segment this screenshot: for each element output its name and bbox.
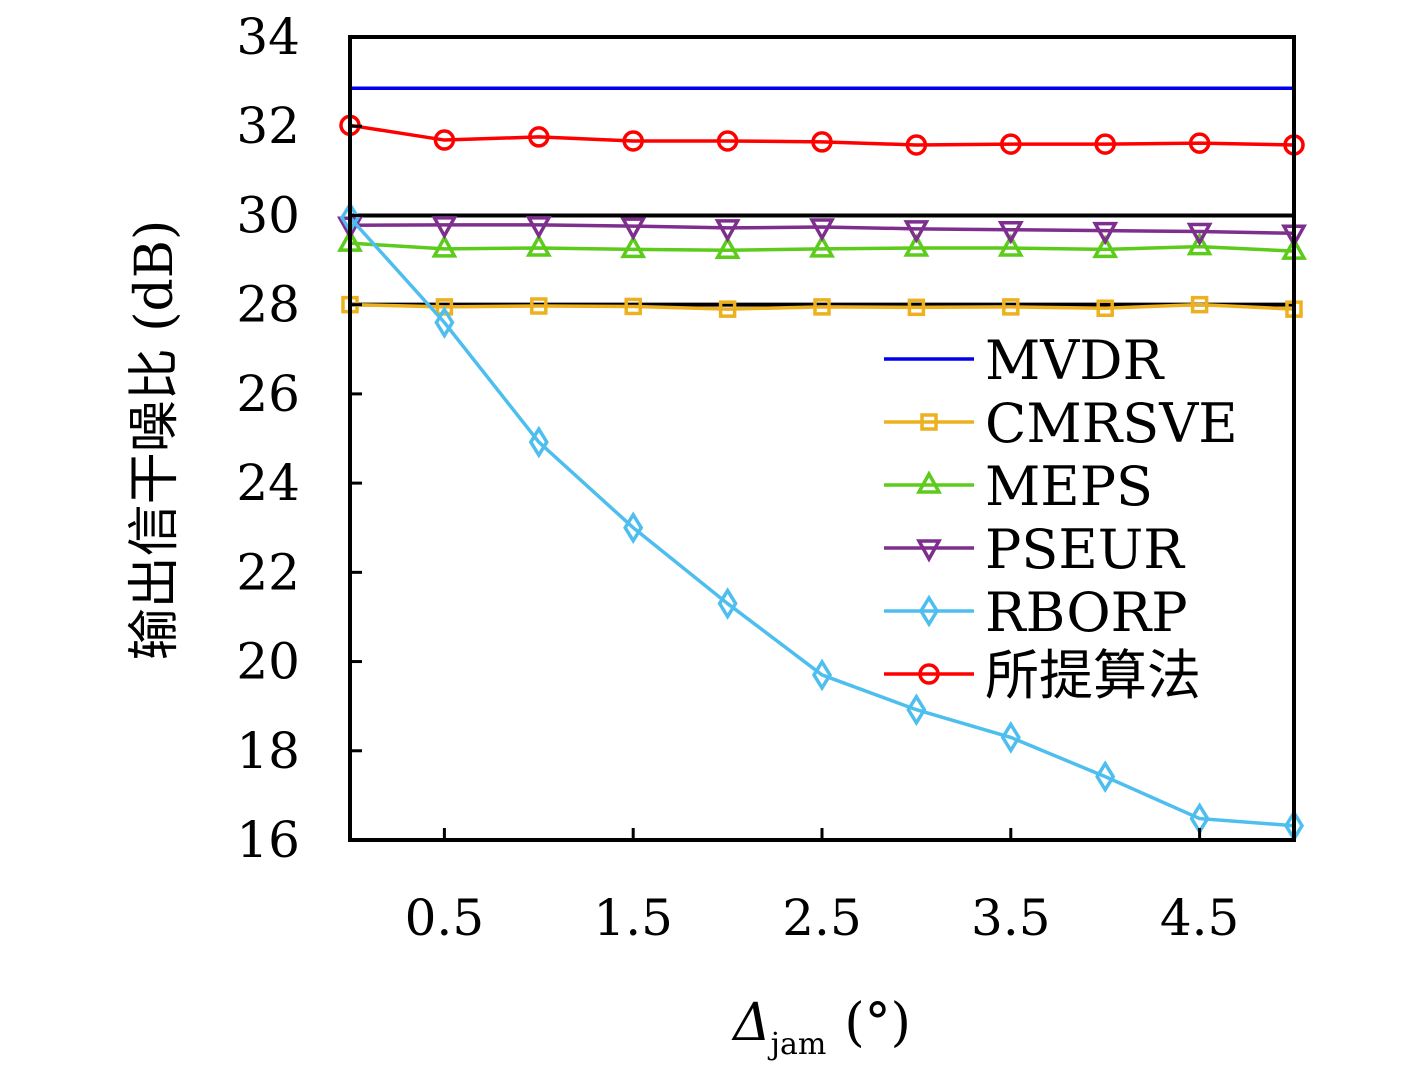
marker-circle (716, 130, 739, 152)
marker-circle (905, 134, 928, 156)
marker-diamond (1000, 721, 1021, 754)
marker-circle (1094, 133, 1116, 155)
marker-square (1190, 295, 1209, 314)
y-tick-label: 20 (236, 633, 300, 691)
marker-square (813, 298, 831, 316)
marker-triangle-up (809, 234, 835, 258)
y-tick-label: 30 (236, 186, 300, 244)
legend-label: PSEUR (985, 518, 1185, 581)
marker-diamond (434, 306, 455, 339)
y-tick-label: 26 (236, 365, 300, 423)
series-PSEUR (337, 216, 1307, 248)
legend-label: MVDR (985, 329, 1165, 392)
marker-triangle-down (1186, 222, 1213, 247)
marker-triangle-down (714, 219, 741, 243)
legend-item: RBORP (884, 581, 1188, 644)
marker-diamond (906, 693, 927, 727)
x-axis-ticks: 0.5 1.5 2.5 3.5 4.5 (405, 828, 1240, 947)
marker-diamond (623, 511, 644, 545)
series-line (349, 302, 1295, 311)
marker-triangle-up (997, 233, 1024, 257)
series-line (349, 241, 1295, 253)
series-CMRSVE (341, 295, 1303, 318)
marker-square (907, 298, 926, 317)
y-tick-label: 32 (236, 97, 300, 155)
marker-circle (622, 130, 644, 152)
marker-square (920, 413, 938, 431)
marker-triangle-down (1092, 221, 1119, 246)
marker-triangle-up (916, 470, 942, 494)
marker-circle (918, 663, 940, 685)
legend-label: 所提算法 (985, 644, 1201, 707)
legend-item: PSEUR (884, 518, 1185, 581)
x-axis-label-symbol: Δ (731, 993, 771, 1053)
marker-triangle-up (1186, 232, 1213, 256)
series-line (349, 123, 1295, 147)
series-MEPS (337, 228, 1307, 260)
legend-item: MEPS (884, 455, 1153, 518)
series-RBORP (339, 201, 1305, 843)
marker-triangle-down (916, 539, 942, 563)
marker-triangle-up (525, 233, 552, 257)
marker-square (530, 297, 548, 315)
marker-triangle-up (1092, 234, 1119, 259)
x-axis-label-unit: (°) (844, 993, 911, 1053)
marker-circle (528, 126, 550, 148)
marker-diamond (918, 594, 940, 628)
marker-triangle-up (903, 233, 930, 257)
marker-triangle-down (997, 220, 1024, 245)
y-tick-label: 24 (236, 454, 300, 512)
x-tick-label: 2.5 (782, 889, 862, 947)
x-tick-label: 3.5 (971, 889, 1051, 947)
x-axis-label: Δjam (°) (731, 993, 911, 1062)
x-tick-label: 4.5 (1160, 889, 1240, 947)
marker-triangle-down (431, 216, 458, 240)
marker-square (1002, 298, 1020, 316)
marker-triangle-up (714, 235, 741, 259)
y-tick-label: 16 (236, 811, 300, 869)
marker-diamond (528, 425, 549, 459)
x-axis-label-subscript: jam (768, 1027, 827, 1062)
marker-diamond (1095, 760, 1116, 793)
y-axis-ticks: 16 18 20 22 24 26 28 30 32 34 (236, 8, 362, 869)
legend-label: CMRSVE (985, 392, 1238, 455)
series-line (348, 216, 1295, 828)
series-所提算法 (339, 114, 1305, 156)
marker-triangle-down (809, 218, 835, 242)
marker-square (1096, 299, 1114, 317)
x-tick-label: 1.5 (593, 889, 673, 947)
y-axis-label: 输出信干噪比 (dB) (125, 220, 185, 661)
legend-item: 所提算法 (884, 644, 1201, 707)
x-tick-label: 0.5 (405, 889, 485, 947)
marker-square (435, 298, 454, 316)
y-tick-label: 34 (236, 8, 300, 66)
legend-label: RBORP (985, 581, 1188, 644)
marker-circle (1000, 133, 1022, 155)
y-tick-label: 28 (236, 276, 300, 334)
marker-triangle-up (431, 234, 458, 258)
marker-diamond (811, 658, 833, 692)
legend-item: MVDR (884, 329, 1165, 392)
marker-circle (1188, 132, 1211, 154)
marker-triangle-down (620, 217, 647, 241)
marker-diamond (717, 587, 738, 620)
y-tick-label: 22 (236, 543, 300, 601)
marker-circle (811, 131, 833, 153)
marker-square (624, 297, 642, 316)
series-layer (337, 86, 1307, 843)
marker-triangle-down (903, 220, 930, 244)
reference-lines (350, 213, 1294, 307)
legend-item: CMRSVE (884, 392, 1238, 455)
marker-triangle-up (620, 234, 647, 259)
y-tick-label: 18 (236, 722, 300, 780)
marker-circle (433, 129, 456, 151)
legend-label: MEPS (985, 455, 1153, 518)
marker-triangle-down (525, 216, 552, 240)
series-line (349, 223, 1295, 236)
marker-square (718, 300, 737, 318)
